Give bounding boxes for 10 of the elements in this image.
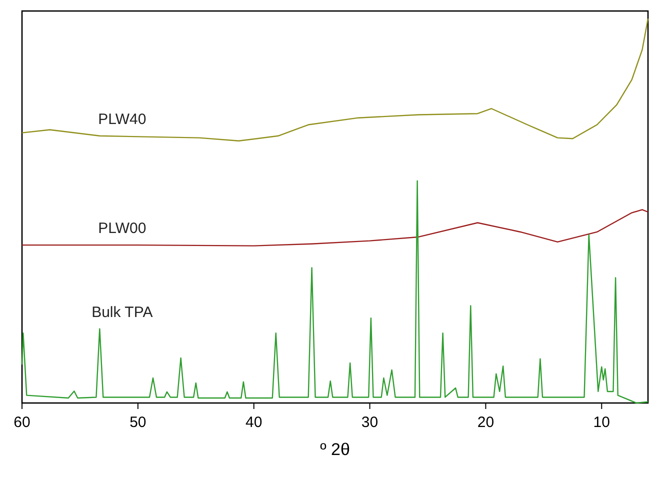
x-tick-label: 10: [593, 414, 610, 431]
x-tick-label: 40: [246, 414, 262, 431]
x-axis-title: º 2θ: [320, 440, 350, 459]
x-tick-label: 60: [14, 414, 30, 431]
x-tick-label: 50: [130, 414, 146, 431]
series-label: Bulk TPA: [92, 304, 153, 321]
series-label: PLW40: [98, 110, 146, 128]
series-label: PLW00: [98, 220, 146, 238]
x-tick-label: 30: [361, 414, 378, 431]
x-tick-label: 20: [477, 414, 494, 431]
